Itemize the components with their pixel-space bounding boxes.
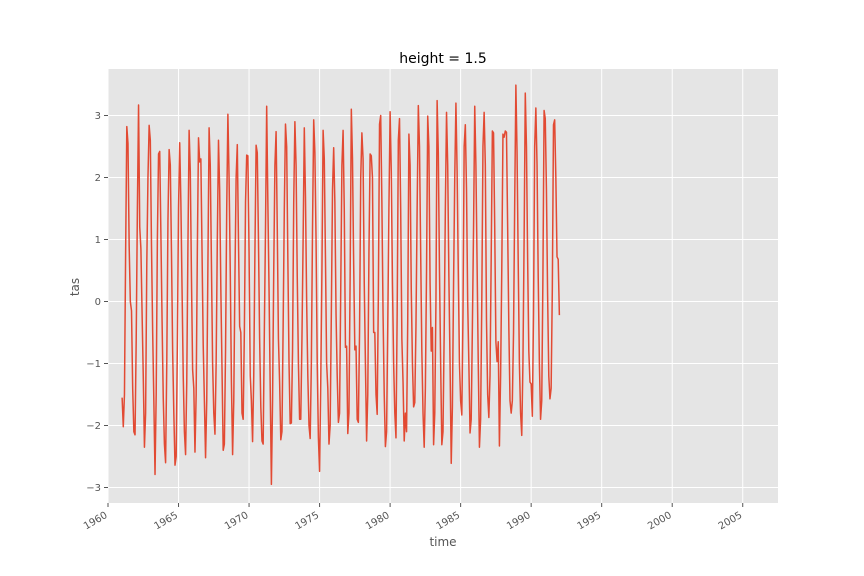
x-axis-label: time <box>429 535 456 549</box>
series-line-tas <box>121 84 561 486</box>
y-tick-label: −2 <box>86 421 101 432</box>
chart-title: height = 1.5 <box>399 51 487 67</box>
y-tick-label: −1 <box>86 359 101 370</box>
y-axis-label: tas <box>68 278 82 296</box>
y-tick-label: 2 <box>95 173 101 184</box>
y-tick-label: 0 <box>95 297 101 308</box>
y-tick-label: 1 <box>95 235 101 246</box>
y-tick-label: −3 <box>86 483 101 494</box>
series-layer <box>121 84 561 486</box>
y-tick-label: 3 <box>95 111 101 122</box>
